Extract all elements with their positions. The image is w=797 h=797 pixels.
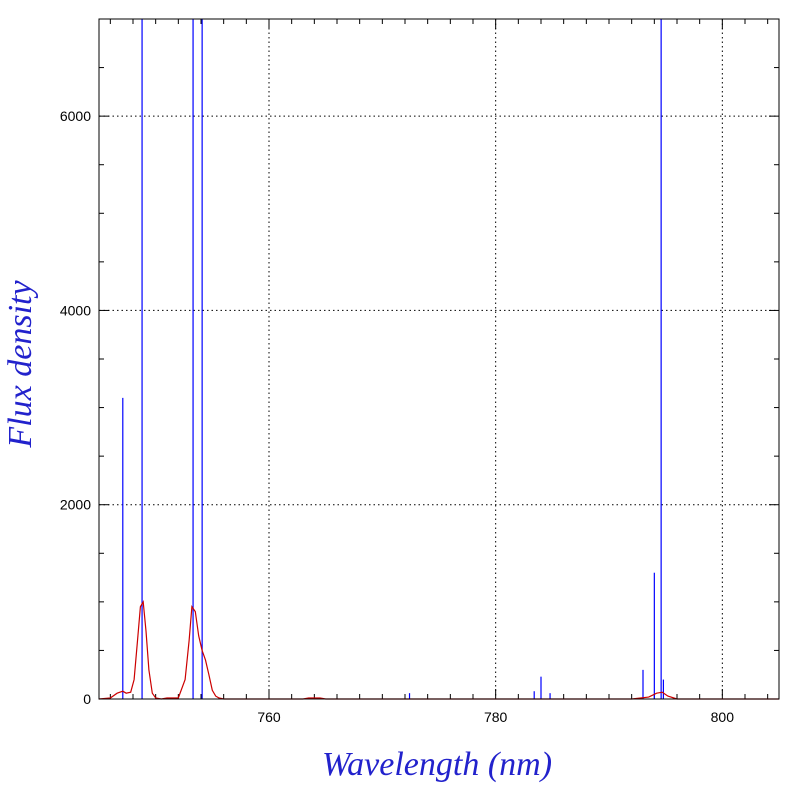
y-tick-label: 4000 — [60, 302, 91, 318]
y-axis-title: Flux density — [2, 280, 39, 449]
x-tick-label: 800 — [711, 709, 735, 725]
x-axis-title: Wavelength (nm) — [322, 746, 552, 783]
plot-frame — [98, 18, 780, 700]
series-group — [98, 19, 779, 700]
y-tick-label: 6000 — [60, 108, 91, 124]
x-tick-label: 760 — [257, 709, 281, 725]
minor-ticks — [99, 18, 779, 700]
tick-labels: 760 780 800 0 2000 4000 6000 — [60, 108, 734, 725]
grid-lines — [99, 19, 779, 699]
x-tick-label: 780 — [484, 709, 508, 725]
y-tick-label: 2000 — [60, 497, 91, 513]
y-tick-label: 0 — [83, 691, 91, 707]
